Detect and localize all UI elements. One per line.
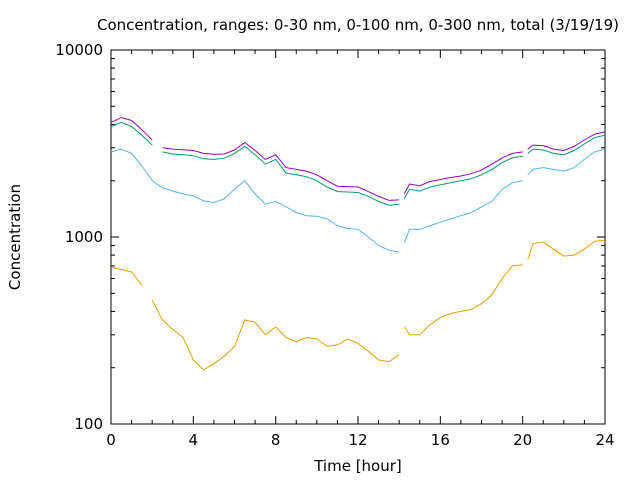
series-1-line-segment bbox=[403, 180, 523, 244]
series-3-line-segment bbox=[162, 141, 400, 201]
series-0-line-segment bbox=[110, 266, 143, 286]
series-0-line-segment bbox=[527, 239, 606, 260]
series-2-line-segment bbox=[162, 145, 400, 206]
x-tick-label: 4 bbox=[189, 431, 199, 449]
x-tick-label: 0 bbox=[106, 431, 116, 449]
x-tick-label: 12 bbox=[348, 431, 367, 449]
x-tick-label: 8 bbox=[271, 431, 281, 449]
plot-area-border bbox=[110, 49, 606, 425]
x-tick-label: 24 bbox=[595, 431, 614, 449]
y-tick-label: 100 bbox=[74, 415, 103, 433]
x-axis-label: Time [hour] bbox=[313, 457, 402, 475]
series-layer bbox=[110, 117, 606, 371]
y-tick-label: 1000 bbox=[65, 228, 103, 246]
series-3-line-segment bbox=[527, 131, 606, 152]
series-1-line-segment bbox=[527, 148, 606, 176]
axis-ticks: 0 4 8 12 16 20 24 100 1000 10000 bbox=[55, 41, 614, 449]
series-2-line-segment bbox=[527, 134, 606, 156]
series-3-line-segment bbox=[403, 151, 523, 195]
series-3-line-segment bbox=[110, 117, 153, 141]
y-axis-label: Concentration bbox=[6, 184, 24, 290]
series-0-line-segment bbox=[403, 264, 523, 336]
x-tick-label: 20 bbox=[513, 431, 532, 449]
chart-title: Concentration, ranges: 0-30 nm, 0-100 nm… bbox=[97, 16, 619, 34]
y-tick-label: 10000 bbox=[55, 41, 103, 59]
series-2-line-segment bbox=[110, 121, 153, 146]
series-2-line-segment bbox=[403, 155, 523, 200]
x-tick-label: 16 bbox=[431, 431, 450, 449]
series-0-line-segment bbox=[151, 299, 400, 371]
series-1-line-segment bbox=[110, 148, 400, 253]
